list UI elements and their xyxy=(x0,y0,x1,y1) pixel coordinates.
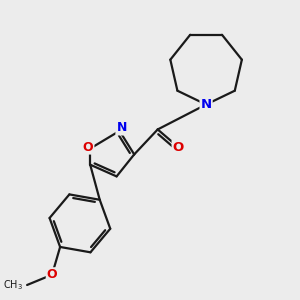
Text: N: N xyxy=(200,98,212,111)
Text: O: O xyxy=(172,141,184,154)
Text: O: O xyxy=(83,141,93,154)
Text: $\sf{CH_3}$: $\sf{CH_3}$ xyxy=(3,278,23,292)
Text: O: O xyxy=(47,268,57,281)
Text: N: N xyxy=(116,122,127,134)
